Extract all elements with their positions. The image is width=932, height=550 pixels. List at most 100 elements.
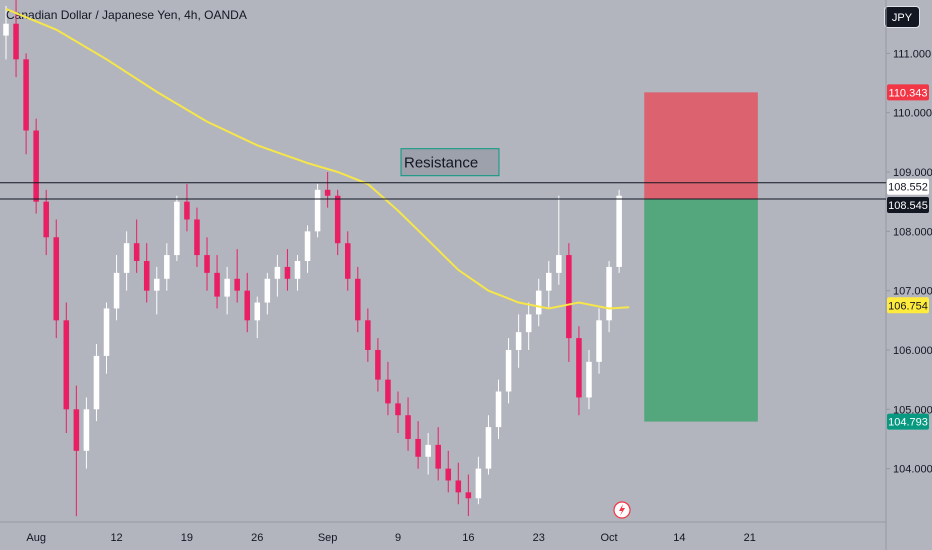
candle-body bbox=[154, 278, 160, 291]
candle-body bbox=[284, 266, 291, 279]
take-profit-zone[interactable] bbox=[644, 199, 758, 422]
axis-background bbox=[0, 0, 887, 550]
y-tick-label: 106.000 bbox=[893, 345, 932, 357]
price-tag-label: 108.545 bbox=[888, 200, 928, 212]
x-tick-label: 26 bbox=[251, 532, 263, 544]
x-tick-label: Sep bbox=[318, 532, 338, 544]
y-tick-label: 107.000 bbox=[893, 286, 932, 298]
x-tick-label: 14 bbox=[673, 532, 685, 544]
candle-body bbox=[525, 314, 532, 333]
candle-body bbox=[234, 278, 240, 291]
candle-body bbox=[93, 355, 100, 410]
candle-body bbox=[113, 272, 120, 309]
candle-body bbox=[606, 266, 612, 321]
candle-body bbox=[405, 415, 411, 439]
price-tag-box bbox=[887, 297, 929, 314]
price-tag-label: 104.793 bbox=[888, 417, 928, 429]
candle-body bbox=[23, 59, 29, 131]
candle-body bbox=[546, 272, 552, 291]
resistance-label: Resistance bbox=[404, 155, 478, 172]
candle-body bbox=[103, 308, 110, 356]
chart-title: Canadian Dollar / Japanese Yen, 4h, OAND… bbox=[6, 8, 247, 22]
y-tick-label: 110.000 bbox=[893, 108, 932, 120]
currency-button[interactable]: JPY bbox=[884, 6, 920, 28]
y-tick-label: 108.000 bbox=[893, 226, 932, 238]
y-tick-label: 105.000 bbox=[893, 404, 932, 416]
event-icon[interactable] bbox=[613, 501, 631, 519]
candle-body bbox=[515, 332, 522, 350]
candle-body bbox=[344, 243, 351, 279]
price-tags: 110.343 108.552 108.545 106.754 104.793 bbox=[887, 84, 929, 430]
price-tag-label: 108.552 bbox=[888, 182, 928, 194]
candle-body bbox=[3, 23, 9, 36]
candle-body bbox=[556, 255, 562, 273]
candle-body bbox=[63, 320, 70, 410]
x-tick-label: 16 bbox=[462, 532, 474, 544]
candle-body bbox=[164, 255, 170, 279]
candle-body bbox=[254, 302, 261, 321]
candle-body bbox=[365, 320, 371, 350]
stop-loss-zone[interactable] bbox=[644, 92, 758, 200]
price-tag-box bbox=[887, 178, 929, 195]
y-tick-label: 111.000 bbox=[893, 48, 931, 60]
moving-average-line bbox=[5, 7, 630, 310]
candle-body bbox=[184, 201, 190, 220]
candle-body bbox=[616, 195, 622, 267]
candle-body bbox=[174, 201, 180, 256]
resistance-band: Resistance bbox=[0, 148, 886, 200]
candle-body bbox=[576, 338, 582, 398]
candle-body bbox=[355, 278, 361, 321]
candle-body bbox=[596, 320, 602, 362]
x-tick-label: 21 bbox=[744, 532, 756, 544]
candle-body bbox=[435, 444, 441, 469]
candle-body bbox=[224, 278, 230, 297]
candle-body bbox=[395, 403, 401, 416]
candle-body bbox=[475, 468, 482, 499]
price-tag-label: 106.754 bbox=[888, 300, 928, 312]
candle-body bbox=[445, 468, 452, 481]
candle-body bbox=[324, 189, 331, 196]
candle-body bbox=[53, 237, 60, 321]
price-tag-label: 110.343 bbox=[889, 87, 928, 99]
time-axis[interactable]: Aug 12 19 26 Sep 9 16 23 Oct 14 21 bbox=[26, 532, 756, 544]
x-tick-label: 12 bbox=[110, 532, 122, 544]
x-tick-label: 9 bbox=[395, 532, 401, 544]
candle-body bbox=[133, 243, 140, 261]
candle-body bbox=[43, 201, 49, 238]
candle-body bbox=[73, 409, 80, 451]
candle-body bbox=[385, 379, 391, 404]
candle-body bbox=[274, 266, 281, 279]
candle-body bbox=[214, 272, 220, 297]
position-layer bbox=[644, 92, 758, 422]
candle-body bbox=[314, 189, 321, 232]
candle-body bbox=[505, 349, 512, 392]
price-tag-box bbox=[887, 196, 929, 213]
candle-body bbox=[375, 349, 381, 380]
y-tick-label: 104.000 bbox=[893, 464, 932, 476]
candle-body bbox=[13, 23, 19, 60]
x-tick-label: 19 bbox=[181, 532, 193, 544]
resistance-label-box[interactable] bbox=[400, 148, 500, 177]
candle-body bbox=[264, 278, 271, 303]
candle-body bbox=[334, 195, 341, 244]
candle-body bbox=[143, 261, 150, 291]
candle-body bbox=[304, 231, 311, 261]
moving-average bbox=[5, 7, 630, 310]
x-tick-label: Oct bbox=[601, 532, 618, 544]
candles bbox=[3, 0, 622, 517]
price-axis[interactable]: 104.000 105.000 106.000 107.000 108.000 109.0… bbox=[886, 48, 932, 476]
candle-body bbox=[425, 444, 431, 457]
x-tick-label: 23 bbox=[533, 532, 545, 544]
candle-body bbox=[465, 492, 472, 499]
price-tag-box bbox=[887, 84, 929, 101]
candle-body bbox=[415, 438, 421, 457]
candle-body bbox=[294, 261, 301, 279]
candle-body bbox=[194, 219, 200, 256]
y-tick-label: 109.000 bbox=[893, 167, 932, 179]
x-tick-label: Aug bbox=[26, 532, 46, 544]
candle-body bbox=[535, 290, 542, 315]
candle-body bbox=[566, 255, 572, 339]
candle-body bbox=[123, 243, 130, 273]
